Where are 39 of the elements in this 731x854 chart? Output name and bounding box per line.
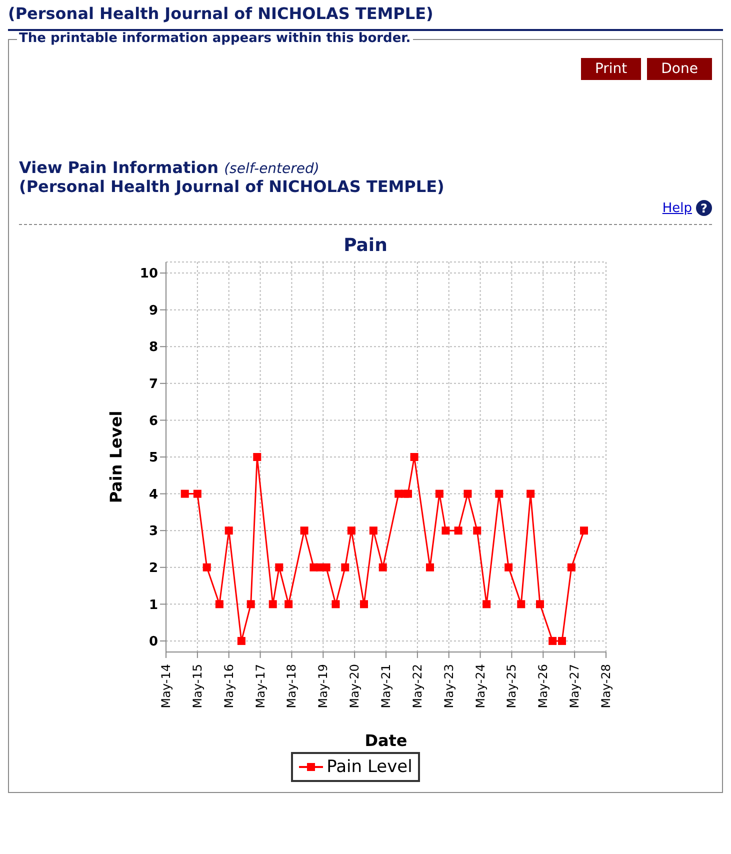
x-tick-label: May-23 bbox=[441, 664, 456, 708]
text: View Pain Information bbox=[19, 158, 218, 177]
y-tick-label: 7 bbox=[148, 377, 158, 392]
y-tick-label: 8 bbox=[148, 340, 158, 356]
x-axis-title: Date bbox=[364, 731, 407, 750]
x-tick-label: May-24 bbox=[472, 664, 487, 708]
text: (Personal Health Journal of NICHOLAS TEMPLE) bbox=[19, 177, 446, 196]
y-tick-label: 1 bbox=[148, 598, 158, 613]
help-icon: ? bbox=[696, 200, 712, 216]
x-tick-label: May-18 bbox=[284, 664, 298, 708]
x-tick-label: May-16 bbox=[221, 664, 236, 708]
y-tick-label: 6 bbox=[148, 414, 158, 429]
x-tick-label: May-27 bbox=[567, 664, 582, 708]
y-tick-label: 4 bbox=[148, 487, 158, 502]
text: (self-entered) bbox=[224, 161, 320, 177]
y-tick-label: 9 bbox=[148, 303, 158, 318]
x-tick-label: May-22 bbox=[410, 664, 424, 708]
x-tick-label: May-28 bbox=[598, 664, 612, 708]
x-tick-label: May-25 bbox=[504, 664, 518, 708]
text: Print bbox=[580, 58, 642, 80]
legend-label: Pain Level bbox=[290, 752, 420, 782]
y-tick-label: 3 bbox=[148, 524, 158, 540]
y-tick-label: 0 bbox=[148, 634, 158, 650]
y-tick-label: 5 bbox=[148, 450, 158, 466]
y-axis-title: Pain Level bbox=[106, 410, 126, 504]
x-tick-label: May-14 bbox=[158, 664, 172, 708]
x-tick-label: May-15 bbox=[190, 664, 204, 708]
text: (Personal Health Journal of NICHOLAS TEMPLE) bbox=[8, 4, 434, 23]
x-tick-label: May-19 bbox=[316, 664, 330, 708]
y-tick-label: 10 bbox=[139, 266, 158, 282]
x-tick-label: May-26 bbox=[536, 664, 550, 708]
chart-title: Pain bbox=[342, 235, 388, 256]
text: The printable information appears within this border. bbox=[17, 31, 413, 46]
text: Done bbox=[647, 58, 712, 80]
x-tick-label: May-20 bbox=[347, 664, 362, 708]
x-tick-label: May-21 bbox=[378, 664, 392, 708]
x-tick-label: May-17 bbox=[252, 664, 267, 708]
text: Help bbox=[662, 200, 692, 216]
y-tick-label: 2 bbox=[148, 560, 158, 576]
